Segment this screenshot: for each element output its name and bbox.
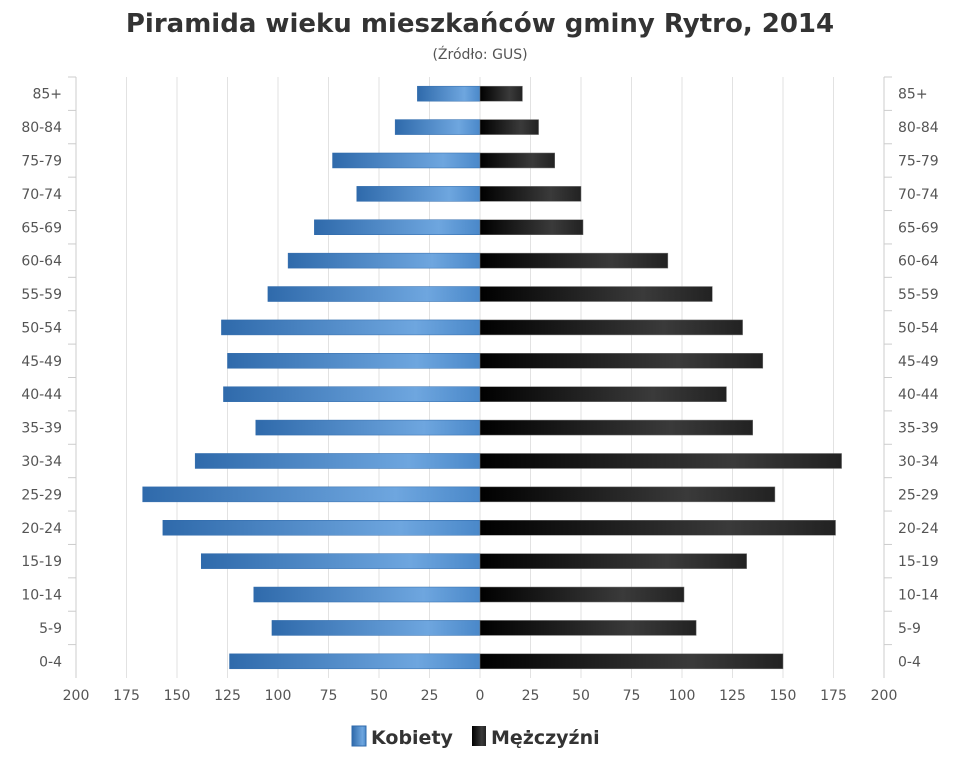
x-tick-label: 125 — [719, 688, 746, 704]
x-tick-label: 75 — [623, 688, 641, 704]
bar-mezczyzni-50-54[interactable] — [479, 319, 743, 336]
bar-kobiety-60-64[interactable] — [287, 252, 481, 269]
x-tick-label: 150 — [164, 688, 191, 704]
bar-mezczyzni-35-39[interactable] — [479, 419, 753, 436]
bar-mezczyzni-20-24[interactable] — [479, 520, 836, 536]
category-label-right: 45-49 — [898, 354, 939, 370]
bar-kobiety-5-9[interactable] — [271, 620, 481, 636]
bar-kobiety-15-19[interactable] — [200, 553, 481, 569]
category-label-left: 0-4 — [39, 654, 62, 670]
x-tick-label: 150 — [770, 688, 797, 704]
bar-mezczyzni-0-4[interactable] — [479, 653, 784, 670]
category-label-left: 40-44 — [21, 387, 62, 403]
x-tick-label: 25 — [522, 688, 540, 704]
bar-mezczyzni-80-84[interactable] — [479, 119, 539, 135]
category-label-right: 60-64 — [898, 254, 939, 270]
category-label-right: 20-24 — [898, 521, 939, 537]
x-tick-label: 175 — [820, 688, 847, 704]
bar-kobiety-50-54[interactable] — [221, 319, 481, 336]
category-label-left: 75-79 — [21, 153, 62, 169]
bar-mezczyzni-85+[interactable] — [479, 85, 523, 102]
x-tick-label: 100 — [669, 688, 696, 704]
bar-kobiety-65-69[interactable] — [314, 219, 481, 235]
x-tick-label: 25 — [421, 688, 439, 704]
x-tick-label: 50 — [572, 688, 590, 704]
chart-subtitle: (Źródło: GUS) — [432, 45, 527, 63]
category-label-right: 25-29 — [898, 487, 939, 503]
category-label-left: 85+ — [32, 87, 62, 103]
category-label-right: 75-79 — [898, 153, 939, 169]
bar-mezczyzni-45-49[interactable] — [479, 353, 764, 369]
category-label-right: 50-54 — [898, 320, 939, 336]
x-tick-label: 75 — [320, 688, 338, 704]
bar-mezczyzni-65-69[interactable] — [479, 219, 584, 235]
chart-title: Piramida wieku mieszkańców gminy Rytro, … — [126, 9, 834, 39]
category-label-right: 65-69 — [898, 220, 939, 236]
bar-mezczyzni-60-64[interactable] — [479, 252, 669, 269]
bar-kobiety-0-4[interactable] — [229, 653, 481, 670]
bar-kobiety-30-34[interactable] — [194, 453, 481, 469]
category-label-left: 30-34 — [21, 454, 62, 470]
category-label-left: 15-19 — [21, 554, 62, 570]
bar-mezczyzni-10-14[interactable] — [479, 586, 685, 603]
category-label-left: 5-9 — [39, 621, 62, 637]
category-label-left: 70-74 — [21, 187, 62, 203]
bar-mezczyzni-55-59[interactable] — [479, 286, 713, 302]
x-tick-label: 175 — [113, 688, 140, 704]
category-label-right: 85+ — [898, 87, 928, 103]
category-label-left: 10-14 — [21, 588, 62, 604]
category-label-left: 20-24 — [21, 521, 62, 537]
bar-kobiety-80-84[interactable] — [394, 119, 481, 135]
bar-kobiety-10-14[interactable] — [253, 586, 481, 603]
bar-mezczyzni-30-34[interactable] — [479, 453, 842, 469]
bar-kobiety-45-49[interactable] — [227, 353, 481, 369]
x-tick-label: 200 — [63, 688, 90, 704]
bar-mezczyzni-75-79[interactable] — [479, 152, 555, 169]
category-label-right: 55-59 — [898, 287, 939, 303]
bar-mezczyzni-15-19[interactable] — [479, 553, 747, 569]
bar-kobiety-20-24[interactable] — [162, 520, 481, 536]
category-label-left: 45-49 — [21, 354, 62, 370]
legend-item-kobiety[interactable]: Kobiety — [351, 725, 454, 749]
bar-mezczyzni-70-74[interactable] — [479, 186, 582, 202]
category-label-right: 15-19 — [898, 554, 939, 570]
bar-kobiety-85+[interactable] — [417, 85, 481, 102]
bar-kobiety-40-44[interactable] — [223, 386, 481, 402]
category-label-right: 80-84 — [898, 120, 939, 136]
bar-kobiety-35-39[interactable] — [255, 419, 481, 436]
legend-label-kobiety: Kobiety — [371, 727, 454, 749]
category-label-right: 10-14 — [898, 588, 939, 604]
x-tick-label: 100 — [265, 688, 292, 704]
legend-item-mezczyzni[interactable]: Mężczyźni — [472, 726, 600, 749]
category-label-left: 65-69 — [21, 220, 62, 236]
bar-kobiety-55-59[interactable] — [267, 286, 481, 302]
x-tick-label: 125 — [214, 688, 241, 704]
bar-mezczyzni-40-44[interactable] — [479, 386, 727, 402]
category-label-right: 30-34 — [898, 454, 939, 470]
legend-swatch-kobiety — [351, 725, 367, 747]
category-label-left: 55-59 — [21, 287, 62, 303]
category-label-left: 25-29 — [21, 487, 62, 503]
x-tick-label: 0 — [476, 688, 485, 704]
bar-kobiety-70-74[interactable] — [356, 186, 481, 202]
category-label-right: 5-9 — [898, 621, 921, 637]
category-label-left: 80-84 — [21, 120, 62, 136]
legend-swatch-mezczyzni — [472, 726, 486, 746]
legend-label-mezczyzni: Mężczyźni — [491, 727, 600, 749]
category-label-right: 40-44 — [898, 387, 939, 403]
x-tick-label: 50 — [370, 688, 388, 704]
category-label-left: 35-39 — [21, 421, 62, 437]
bar-kobiety-75-79[interactable] — [332, 152, 481, 169]
bar-mezczyzni-25-29[interactable] — [479, 486, 776, 503]
bar-mezczyzni-5-9[interactable] — [479, 620, 697, 636]
bar-kobiety-25-29[interactable] — [142, 486, 481, 503]
legend: Kobiety Mężczyźni — [351, 725, 600, 749]
category-label-left: 50-54 — [21, 320, 62, 336]
category-label-right: 35-39 — [898, 421, 939, 437]
category-label-right: 70-74 — [898, 187, 939, 203]
category-label-left: 60-64 — [21, 254, 62, 270]
category-label-right: 0-4 — [898, 654, 921, 670]
x-tick-label: 200 — [871, 688, 898, 704]
